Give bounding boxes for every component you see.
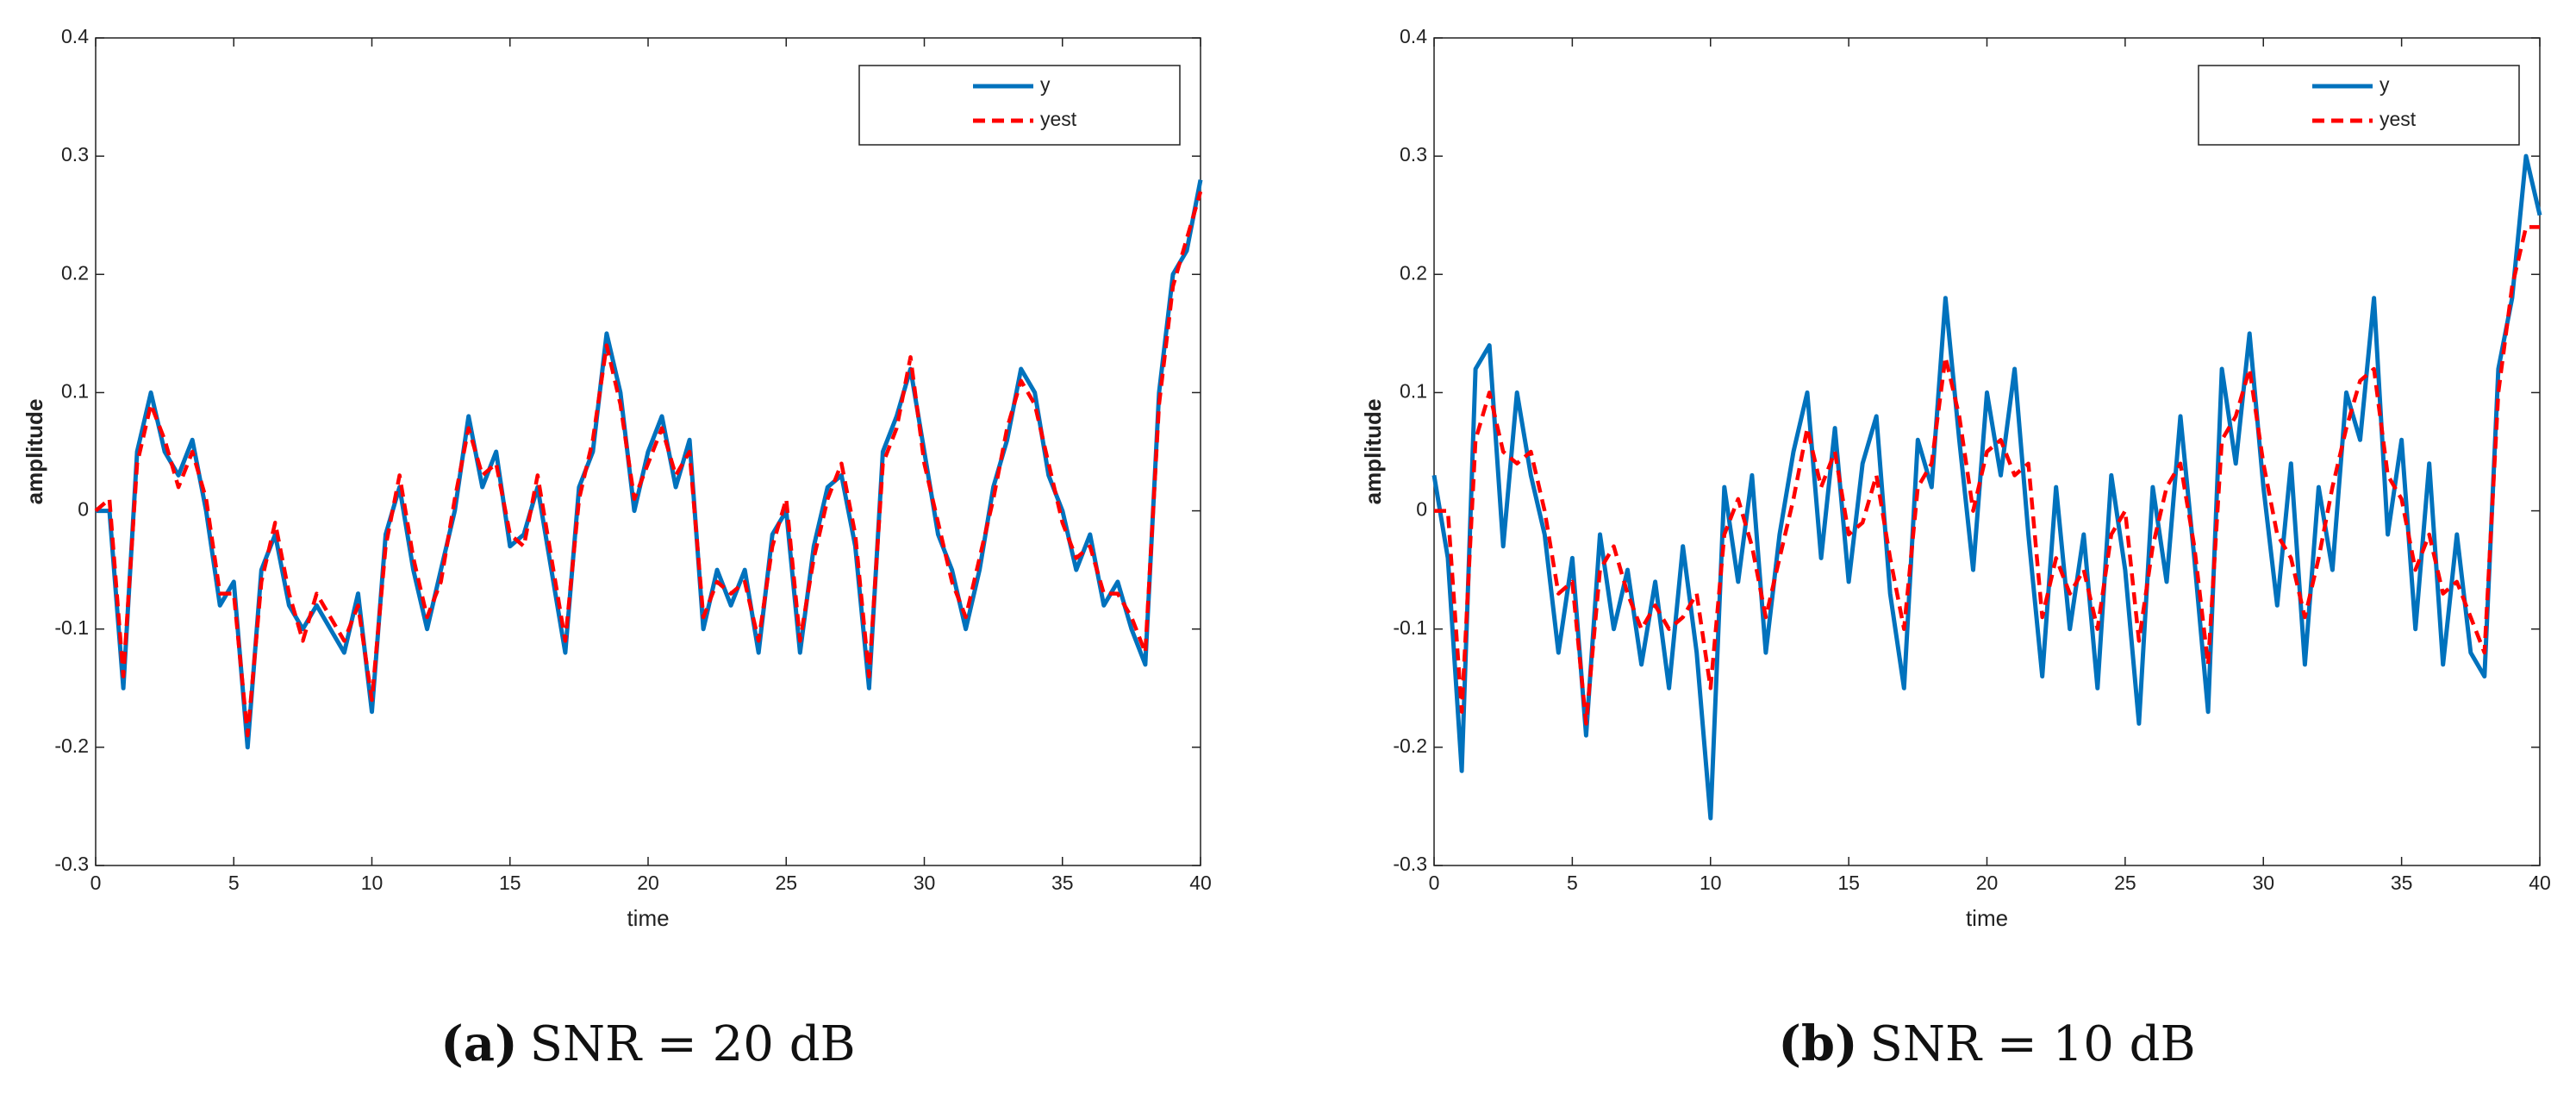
- x-tick-label: 35: [2391, 872, 2413, 894]
- y-tick-label: -0.2: [54, 734, 89, 757]
- caption-text: SNR = 10 dB: [1870, 1016, 2196, 1072]
- y-tick-label: 0.3: [1400, 143, 1427, 166]
- x-tick-label: 5: [1567, 872, 1578, 894]
- y-tick-label: -0.2: [1393, 734, 1427, 757]
- x-tick-label: 15: [499, 872, 521, 894]
- legend-label: y: [1040, 73, 1051, 96]
- y-axis-label: amplitude: [1360, 399, 1386, 505]
- x-tick-label: 20: [1976, 872, 1999, 894]
- x-tick-label: 0: [1429, 872, 1440, 894]
- x-tick-label: 25: [775, 872, 797, 894]
- y-tick-label: 0.1: [1400, 380, 1427, 403]
- y-tick-label: 0: [1416, 498, 1427, 521]
- series-line: [1431, 153, 2542, 821]
- legend-label: yest: [2380, 108, 2417, 130]
- y-axis-label: amplitude: [22, 399, 47, 505]
- chart: -0.3 -0.2 -0.1 0 0.1 0.2 0.3 0.4 0 5 10 15 20 25 30 35 4…: [22, 25, 1212, 1072]
- y-tick-label: -0.1: [1393, 616, 1427, 639]
- y-tick-label: 0.4: [61, 25, 89, 47]
- legend-box: [858, 65, 1181, 146]
- caption: (a) SNR = 20 dB: [440, 1015, 855, 1072]
- x-tick-label: 20: [637, 872, 659, 894]
- x-tick-label: 35: [1051, 872, 1074, 894]
- y-tick-label: 0.3: [61, 143, 89, 166]
- x-axis-label: time: [627, 905, 669, 931]
- caption: (b) SNR = 10 dB: [1778, 1015, 2195, 1072]
- x-tick-label: 10: [361, 872, 384, 894]
- series-line: [96, 179, 1203, 750]
- y-tick-label: 0: [78, 498, 89, 521]
- y-tick-label: -0.3: [1393, 853, 1427, 875]
- x-tick-label: 40: [1189, 872, 1212, 894]
- y-tick-label: 0.1: [61, 380, 89, 403]
- chart: -0.3 -0.2 -0.1 0 0.1 0.2 0.3 0.4 0 5 10 15 20 25 30 35 4…: [1360, 25, 2551, 1072]
- x-tick-label: 10: [1700, 872, 1722, 894]
- y-tick-label: -0.3: [54, 853, 89, 875]
- caption-label: (b): [1778, 1015, 1857, 1072]
- x-tick-label: 25: [2114, 872, 2136, 894]
- x-tick-label: 40: [2529, 872, 2551, 894]
- x-tick-label: 15: [1837, 872, 1860, 894]
- x-tick-label: 0: [90, 872, 102, 894]
- x-tick-label: 30: [914, 872, 936, 894]
- caption-text: SNR = 20 dB: [530, 1016, 856, 1072]
- x-axis-label: time: [1966, 905, 2008, 931]
- legend-box: [2198, 65, 2520, 146]
- series-line: [1434, 225, 2540, 726]
- y-tick-label: -0.1: [54, 616, 89, 639]
- legend-label: yest: [1040, 108, 1077, 130]
- series-line: [94, 191, 1203, 738]
- y-tick-label: 0.2: [1400, 261, 1427, 284]
- legend-label: y: [2380, 73, 2390, 96]
- x-tick-label: 5: [228, 872, 240, 894]
- caption-label: (a): [440, 1015, 517, 1072]
- y-tick-label: 0.2: [61, 261, 89, 284]
- x-tick-label: 30: [2252, 872, 2274, 894]
- y-tick-label: 0.4: [1400, 25, 1427, 47]
